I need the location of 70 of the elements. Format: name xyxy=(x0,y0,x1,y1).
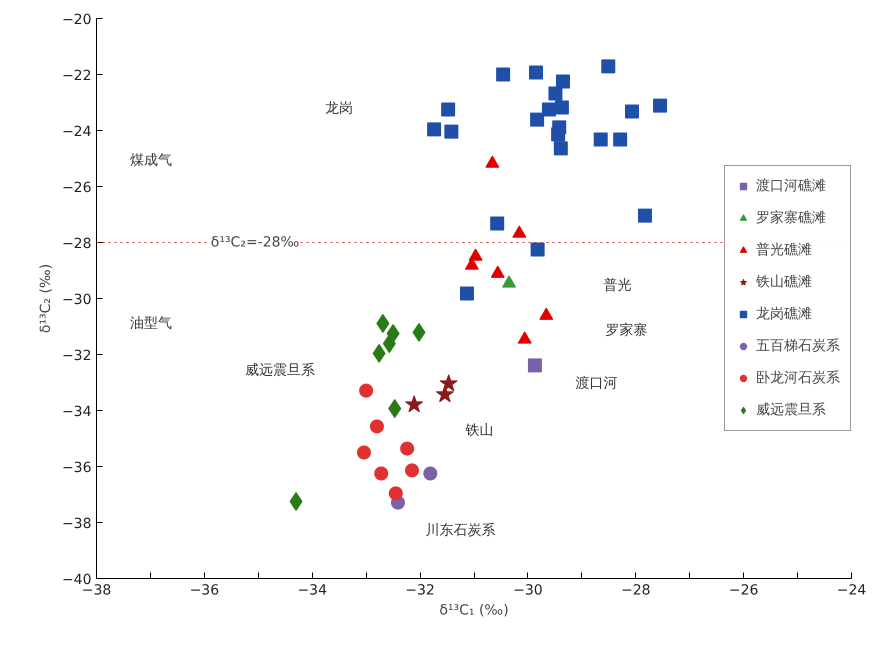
point xyxy=(356,446,371,460)
point xyxy=(613,132,628,146)
annotation: 普光 xyxy=(603,276,632,294)
point xyxy=(530,112,544,127)
ref-line-label: δ¹³C₂=-28‰ xyxy=(210,234,300,250)
point xyxy=(400,442,414,456)
annotation: 罗家寨 xyxy=(606,322,648,338)
x-tick-label: −26 xyxy=(728,582,759,598)
y-tick-label: −28 xyxy=(62,236,92,252)
point xyxy=(444,124,458,139)
legend-label: 渡口河礁滩 xyxy=(756,177,826,195)
point xyxy=(404,463,419,478)
point xyxy=(490,216,504,230)
y-axis-title: δ¹³C₂ (‰) xyxy=(38,264,54,334)
point xyxy=(388,486,403,500)
point xyxy=(554,100,569,115)
point xyxy=(290,492,303,511)
point xyxy=(594,132,608,146)
annotation: 川东石炭系 xyxy=(425,522,496,538)
y-tick-label: −22 xyxy=(62,68,92,84)
y-tick-label: −36 xyxy=(62,460,92,476)
point xyxy=(436,385,454,402)
y-tick-label: −32 xyxy=(62,348,92,364)
y-tick-label: −34 xyxy=(62,404,92,420)
point xyxy=(551,127,566,142)
x-tick-label: −34 xyxy=(297,582,328,598)
point xyxy=(601,59,616,74)
point xyxy=(554,141,568,156)
annotation: 龙岗 xyxy=(324,100,353,117)
legend-label: 罗家寨礁滩 xyxy=(756,209,826,227)
y-tick-label: −24 xyxy=(62,124,92,140)
point xyxy=(460,286,474,300)
x-tick-label: −32 xyxy=(405,582,435,598)
legend-label: 五百梯石炭系 xyxy=(756,337,840,355)
y-tick-label: −26 xyxy=(62,180,92,196)
point xyxy=(370,419,384,434)
point xyxy=(548,86,562,101)
x-tick-label: −28 xyxy=(621,582,651,598)
legend-label: 铁山礁滩 xyxy=(756,273,812,291)
legend-label: 卧龙河石炭系 xyxy=(756,369,840,387)
legend-label: 普光礁滩 xyxy=(756,241,812,259)
point xyxy=(423,466,438,480)
point xyxy=(496,68,510,82)
legend-label: 龙岗礁滩 xyxy=(756,305,812,323)
annotation: 煤成气 xyxy=(130,152,172,169)
point xyxy=(625,104,640,118)
point xyxy=(556,74,570,88)
point xyxy=(542,102,556,116)
annotation: 铁山 xyxy=(464,422,494,439)
x-tick-label: −36 xyxy=(190,582,220,598)
point xyxy=(530,242,545,256)
annotation: 渡口河 xyxy=(575,376,618,392)
x-axis-title: δ¹³C₁ (‰) xyxy=(439,602,509,618)
point xyxy=(529,66,544,80)
y-tick-label: −38 xyxy=(62,516,92,532)
point xyxy=(441,102,456,116)
point xyxy=(528,358,542,372)
point xyxy=(359,384,374,398)
point xyxy=(405,395,424,412)
point xyxy=(653,98,668,113)
legend-label: 威远震旦系 xyxy=(756,401,826,419)
y-tick-label: −30 xyxy=(62,292,92,308)
point xyxy=(638,208,652,223)
annotation: 油型气 xyxy=(130,316,172,332)
x-tick-label: −30 xyxy=(513,582,543,598)
y-tick-label: −20 xyxy=(62,12,92,28)
point xyxy=(374,466,388,480)
x-tick-label: −24 xyxy=(836,582,866,598)
point xyxy=(427,122,442,136)
annotation: 威远震旦系 xyxy=(244,362,315,379)
